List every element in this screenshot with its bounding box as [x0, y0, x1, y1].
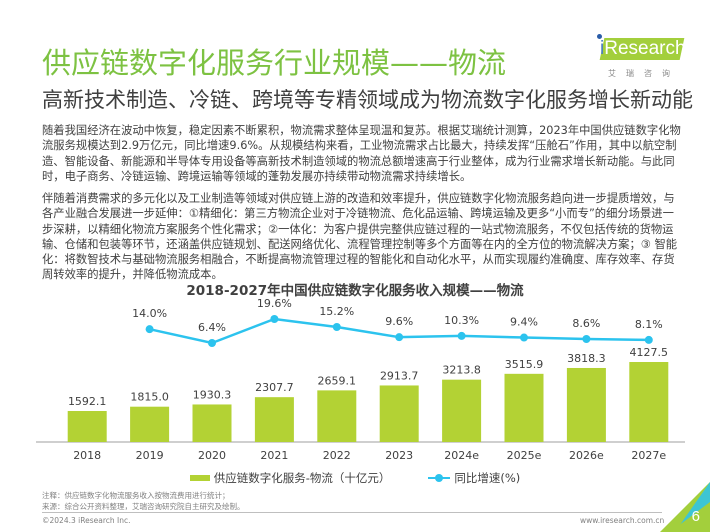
growth-point-2021 — [270, 315, 279, 323]
x-tick-label-2024e: 2024e — [444, 449, 479, 462]
bar-label-2020: 1930.3 — [193, 388, 232, 401]
legend-line-label: 同比增速(%) — [454, 471, 521, 485]
bar-2026e — [566, 367, 606, 442]
bar-label-2019: 1815.0 — [130, 391, 169, 404]
logo-dot-icon — [597, 34, 602, 39]
legend-line-swatch — [428, 474, 451, 482]
growth-label-2025e: 9.4% — [510, 316, 538, 329]
corner-decoration — [660, 482, 710, 532]
growth-point-2024e — [457, 331, 466, 340]
paragraph-2: 伴随着消费需求的多元化以及工业制造等领域对供应链上游的改造和效率提升，供应链数字… — [42, 192, 678, 282]
website-link[interactable]: www.iresearch.com.cn — [580, 516, 665, 525]
bar-2027e — [629, 362, 669, 442]
bar-label-2026e: 3818.3 — [567, 352, 606, 365]
bar-2021 — [254, 397, 294, 442]
page-title: 供应链数字化服务行业规模——物流 — [42, 46, 507, 80]
legend-bar-swatch — [189, 475, 210, 481]
x-tick-label-2027e: 2027e — [631, 449, 666, 462]
bar-label-2018: 1592.1 — [68, 395, 107, 408]
x-tick-label-2021: 2021 — [260, 449, 288, 462]
growth-point-2019 — [145, 325, 154, 334]
growth-label-2027e: 8.1% — [635, 318, 663, 331]
legend-item-bar: 供应链数字化服务-物流（十亿元） — [189, 470, 391, 486]
bar-2023 — [379, 385, 419, 442]
bar-label-2023: 2913.7 — [380, 369, 419, 382]
legend-bar-label: 供应链数字化服务-物流（十亿元） — [213, 471, 391, 485]
x-tick-label-2019: 2019 — [136, 449, 164, 462]
x-tick-label-2026e: 2026e — [569, 449, 604, 462]
growth-label-2024e: 10.3% — [444, 314, 479, 327]
bar-2022 — [317, 390, 357, 442]
growth-point-2022 — [332, 323, 341, 331]
footer-divider — [42, 512, 662, 513]
x-tick-label-2022: 2022 — [323, 449, 351, 462]
bar-2018 — [67, 411, 107, 442]
bar-label-2021: 2307.7 — [255, 381, 294, 394]
iresearch-logo: iResearch 艾瑞咨询 — [592, 34, 702, 78]
footnote: 注释：供应链数字化物流服务收入按物流费用进行统计； — [42, 491, 230, 500]
growth-label-2022: 15.2% — [319, 305, 354, 318]
x-tick-label-2025e: 2025e — [507, 449, 542, 462]
x-tick-label-2023: 2023 — [385, 449, 413, 462]
bar-2019 — [130, 406, 170, 442]
growth-point-2023 — [395, 333, 404, 342]
logo-research: Research — [604, 38, 686, 59]
bar-label-2024e: 3213.8 — [442, 364, 481, 377]
growth-label-2023: 9.6% — [385, 315, 413, 328]
growth-label-2019: 14.0% — [132, 307, 167, 320]
page-number: 6 — [691, 508, 700, 525]
legend-item-line: 同比增速(%) — [428, 470, 520, 486]
bar-label-2022: 2659.1 — [318, 374, 357, 387]
copyright: ©2024.3 iResearch Inc. — [42, 516, 131, 525]
bar-label-2027e: 4127.5 — [630, 346, 669, 359]
growth-point-2020 — [208, 339, 216, 347]
paragraph-1: 随着我国经济在波动中恢复，稳定因素不断累积，物流需求整体呈现温和复苏。根据艾瑞统… — [42, 124, 681, 183]
source-note: 来源：综合公开资料整理，艾瑞咨询研究院自主研究及绘制。 — [42, 502, 245, 511]
logo-text: iResearch — [600, 38, 686, 60]
page-subtitle: 高新技术制造、冷链、跨境等专精领域成为物流数字化服务增长新动能 — [42, 88, 693, 112]
bar-label-2025e: 3515.9 — [505, 358, 544, 371]
growth-label-2026e: 8.6% — [572, 317, 600, 330]
logo-subtitle: 艾瑞咨询 — [608, 69, 680, 78]
bar-2025e — [504, 373, 544, 442]
bar-2024e — [442, 379, 482, 442]
growth-point-2026e — [582, 335, 591, 343]
growth-point-2027e — [644, 335, 653, 344]
growth-point-2025e — [520, 333, 528, 342]
x-tick-label-2018: 2018 — [73, 449, 101, 462]
growth-label-2021: 19.6% — [257, 297, 292, 310]
logo-i: i — [600, 38, 605, 59]
growth-label-2020: 6.4% — [198, 321, 226, 334]
chart: 1592.1 2018 1815.0 2019 1930.3 2020 2307.7 2021… — [36, 297, 685, 462]
chart-title: 2018-2027年中国供应链数字化服务收入规模——物流 — [186, 283, 524, 299]
bar-2020 — [192, 404, 232, 442]
chart-legend: 供应链数字化服务-物流（十亿元） 同比增速(%) — [0, 470, 710, 486]
x-tick-label-2020: 2020 — [198, 449, 226, 462]
